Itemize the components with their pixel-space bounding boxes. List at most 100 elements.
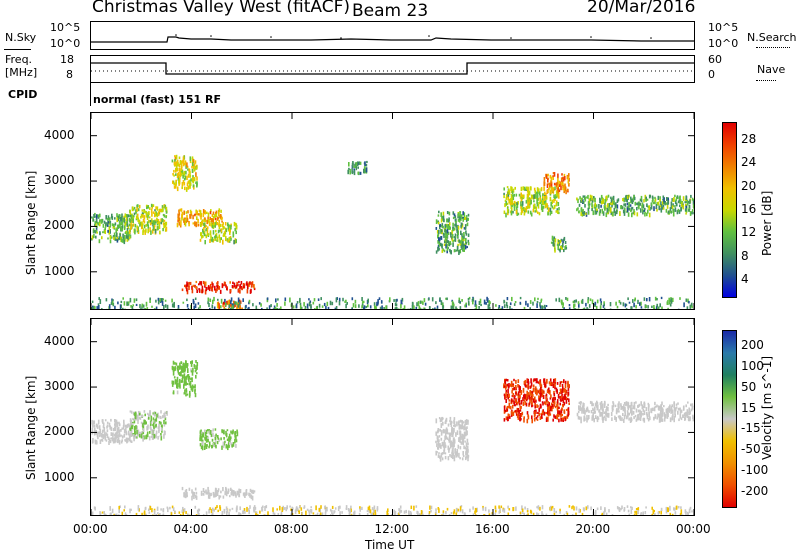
velocity-cell <box>459 419 462 423</box>
power-cell <box>232 234 235 238</box>
power-cell <box>231 305 234 309</box>
power-cell <box>165 215 167 219</box>
power-cell <box>564 183 566 187</box>
power-cell <box>192 164 195 169</box>
velocity-cell <box>602 418 604 423</box>
power-cell <box>389 297 391 302</box>
velocity-cell <box>612 402 615 406</box>
power-cell <box>674 207 677 212</box>
velocity-cell <box>112 432 114 436</box>
x-tick-label: 08:00 <box>274 522 309 536</box>
velocity-cell <box>256 514 259 517</box>
velocity-cell <box>527 392 530 397</box>
power-cell <box>555 200 558 204</box>
velocity-cell <box>505 398 507 403</box>
velocity-cell <box>298 510 300 514</box>
velocity-cell <box>148 416 150 420</box>
power-cell <box>479 298 482 304</box>
power-cell <box>472 297 475 302</box>
power-cell <box>212 299 214 304</box>
velocity-cell <box>148 511 151 514</box>
velocity-cell <box>510 413 513 417</box>
power-cell <box>354 304 357 309</box>
velocity-cell <box>595 402 597 407</box>
velocity-cell <box>185 360 187 364</box>
power-cell <box>241 287 243 291</box>
power-cell <box>645 196 647 202</box>
velocity-cell <box>417 511 419 516</box>
power-cell <box>138 219 141 224</box>
power-cell <box>419 300 422 304</box>
velocity-cell <box>554 382 556 387</box>
power-cell <box>196 181 198 186</box>
velocity-cell <box>92 421 95 424</box>
power-colorbar-tick: 4 <box>741 272 749 287</box>
power-cell <box>186 304 189 308</box>
power-cell <box>184 222 187 227</box>
velocity-cell <box>289 505 291 508</box>
velocity-cell <box>630 418 633 421</box>
velocity-cell <box>161 424 163 429</box>
velocity-cell <box>633 405 636 409</box>
power-cell <box>114 305 116 311</box>
velocity-cell <box>263 514 266 517</box>
power-cell <box>188 286 190 290</box>
velocity-cell <box>183 508 186 512</box>
velocity-cell <box>559 396 562 399</box>
velocity-cell <box>148 436 151 441</box>
velocity-region-1 <box>129 410 168 442</box>
velocity-cell <box>524 401 526 406</box>
power-cell <box>346 302 348 305</box>
velocity-cell <box>685 411 687 415</box>
power-cell <box>125 235 128 239</box>
power-cell <box>202 280 205 285</box>
power-cell <box>435 301 437 305</box>
power-cell <box>609 208 612 213</box>
power-cell <box>155 206 157 210</box>
power-cell <box>335 306 338 310</box>
velocity-cell <box>504 395 506 400</box>
velocity-cell <box>171 382 174 387</box>
power-cell <box>525 186 528 190</box>
power-cell <box>579 196 581 200</box>
power-cell <box>186 289 189 295</box>
power-cell <box>186 282 189 287</box>
power-cell <box>296 301 299 304</box>
power-cell <box>520 212 523 216</box>
velocity-colorbar-tick: 200 <box>741 337 764 352</box>
velocity-panel <box>90 318 696 520</box>
power-cell <box>517 212 520 216</box>
velocity-ytick-label: 4000 <box>44 333 75 348</box>
velocity-cell <box>547 416 549 422</box>
velocity-cell <box>608 509 610 513</box>
power-cell <box>216 222 218 226</box>
velocity-cell <box>449 419 451 423</box>
x-tick-label: 12:00 <box>374 522 410 536</box>
power-cell <box>206 226 209 230</box>
velocity-cell <box>191 489 193 494</box>
power-cell <box>230 300 232 304</box>
power-cell <box>359 171 362 175</box>
velocity-cell <box>189 380 192 384</box>
power-cell <box>555 298 557 302</box>
velocity-cell <box>594 406 596 411</box>
power-cell <box>191 288 194 294</box>
velocity-cell <box>104 433 106 438</box>
velocity-cell <box>202 492 205 496</box>
power-cell <box>595 305 598 310</box>
velocity-cell <box>455 512 458 516</box>
velocity-cell <box>513 410 516 413</box>
power-cell <box>216 305 219 309</box>
velocity-cell <box>649 416 651 421</box>
power-cell <box>670 210 672 213</box>
power-cell <box>91 216 93 219</box>
velocity-cell <box>638 413 640 416</box>
velocity-cell <box>671 513 674 516</box>
velocity-cell <box>163 419 165 425</box>
power-cell <box>488 302 491 307</box>
velocity-cell <box>218 495 220 500</box>
power-cell <box>338 297 341 302</box>
velocity-cell <box>171 365 174 370</box>
power-cell <box>219 229 222 232</box>
velocity-cell <box>691 406 694 410</box>
